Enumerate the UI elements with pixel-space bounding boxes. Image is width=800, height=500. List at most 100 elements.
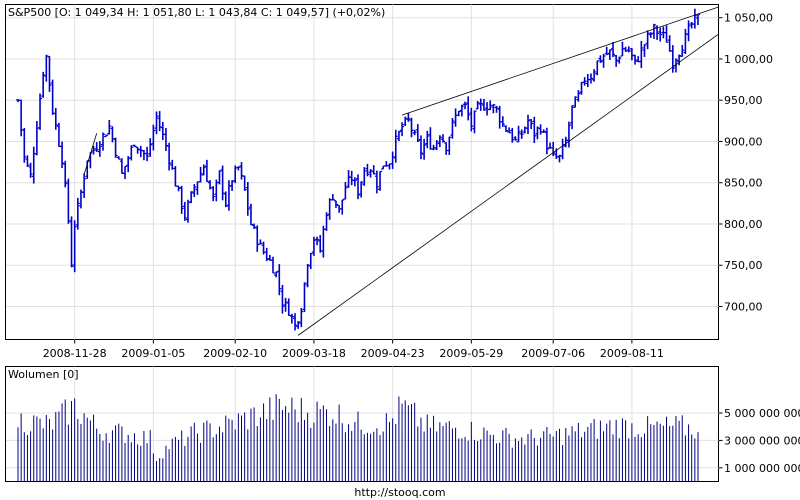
volume-y-tick-label: 1 000 000 000	[724, 462, 800, 475]
price-y-tick-label: 850,00	[724, 177, 763, 190]
ohlc-bar	[362, 167, 367, 186]
ohlc-bar	[447, 136, 452, 155]
ohlc-bar	[456, 110, 461, 117]
ohlc-bar	[289, 313, 294, 324]
ohlc-bar	[488, 100, 493, 111]
price-series	[16, 8, 700, 331]
ohlc-bar	[94, 142, 99, 152]
price-y-tick-label: 700,00	[724, 300, 763, 313]
ohlc-bar	[123, 165, 128, 180]
ohlc-bar	[588, 73, 593, 84]
ohlc-bar	[516, 125, 521, 143]
ohlc-bar	[566, 121, 571, 148]
ohlc-bar	[211, 186, 216, 202]
ohlc-bar	[544, 127, 549, 155]
ohlc-bar	[359, 181, 364, 198]
ohlc-bar	[526, 114, 530, 134]
ohlc-bar	[69, 216, 74, 268]
price-title: S&P500 [O: 1 049,34 H: 1 051,80 L: 1 043…	[8, 6, 385, 19]
ohlc-bar	[113, 137, 118, 158]
ohlc-bar	[116, 156, 121, 160]
ohlc-bar	[611, 42, 615, 58]
ohlc-bar	[595, 60, 600, 76]
ohlc-bar	[507, 127, 512, 134]
ohlc-bar	[500, 116, 505, 127]
ohlc-bar	[204, 159, 209, 183]
ohlc-bar	[220, 165, 225, 201]
ohlc-bar	[658, 27, 663, 42]
trendline	[83, 133, 98, 175]
ohlc-bar	[651, 23, 656, 39]
x-tick-label: 2009-01-05	[121, 347, 185, 360]
ohlc-bar	[274, 271, 279, 278]
ohlc-bar	[286, 298, 291, 316]
ohlc-bar	[38, 93, 43, 130]
ohlc-bar	[582, 77, 587, 86]
ohlc-bar	[154, 111, 159, 135]
ohlc-bar	[182, 201, 187, 221]
ohlc-bar	[412, 129, 417, 136]
x-tick-label: 2009-05-29	[439, 347, 503, 360]
ohlc-bar	[466, 96, 471, 121]
ohlc-bar	[28, 162, 33, 178]
ohlc-bar	[696, 13, 700, 26]
ohlc-bar	[340, 199, 345, 215]
price-y-tick-label: 750,00	[724, 259, 763, 272]
ohlc-bar	[403, 116, 408, 126]
ohlc-bar	[491, 103, 496, 114]
price-y-tick-label: 1 050,00	[724, 12, 773, 25]
ohlc-bar	[601, 53, 606, 68]
footer-url: http://stooq.com	[354, 486, 446, 499]
volume-title: Wolumen [0]	[8, 368, 79, 381]
ohlc-bar	[598, 55, 603, 63]
ohlc-bar	[343, 181, 348, 200]
ohlc-bar	[248, 203, 253, 226]
ohlc-bar	[692, 8, 697, 29]
ohlc-bar	[126, 156, 131, 173]
ohlc-bar	[415, 124, 420, 143]
ohlc-bar	[330, 194, 335, 201]
ohlc-bar	[242, 175, 247, 191]
price-y-tick-label: 800,00	[724, 218, 763, 231]
volume-y-tick-label: 5 000 000 000	[724, 407, 800, 420]
ohlc-bar	[25, 155, 30, 167]
ohlc-bar	[176, 185, 181, 192]
ohlc-bar	[371, 165, 376, 175]
ohlc-bar	[529, 119, 534, 130]
ohlc-bar	[60, 141, 65, 169]
ohlc-bar	[72, 220, 77, 273]
ohlc-bar	[633, 54, 638, 65]
ohlc-bar	[145, 146, 150, 162]
ohlc-bar	[450, 118, 455, 139]
ohlc-bar	[677, 54, 682, 66]
ohlc-bar	[97, 141, 102, 157]
ohlc-bar	[167, 142, 172, 171]
ohlc-bar	[396, 130, 401, 142]
ohlc-bar	[135, 146, 140, 154]
ohlc-bar	[101, 132, 105, 151]
ohlc-bar	[163, 127, 168, 151]
x-axis: 2008-11-28 2009-01-05 2009-02-10 2009-03-18…	[43, 339, 664, 360]
ohlc-bar	[463, 101, 468, 110]
ohlc-bar	[271, 256, 275, 274]
ohlc-bar	[626, 46, 631, 53]
ohlc-bar	[236, 166, 241, 171]
ohlc-bar	[642, 44, 647, 57]
ohlc-bar	[639, 40, 644, 69]
ohlc-bar	[179, 185, 184, 214]
volume-panel-frame	[5, 366, 719, 482]
x-tick-label: 2009-04-23	[361, 347, 425, 360]
ohlc-bar	[494, 105, 499, 113]
ohlc-bar	[356, 174, 360, 200]
ohlc-bar	[82, 173, 87, 198]
ohlc-bar	[434, 140, 439, 151]
ohlc-bar	[532, 116, 537, 143]
ohlc-bar	[374, 170, 379, 194]
x-tick-label: 2009-08-11	[600, 347, 664, 360]
ohlc-bar	[333, 200, 338, 208]
ohlc-bar	[513, 136, 518, 141]
price-y-tick-label: 900,00	[724, 135, 763, 148]
volume-y-tick-label: 3 000 000 000	[724, 434, 800, 447]
